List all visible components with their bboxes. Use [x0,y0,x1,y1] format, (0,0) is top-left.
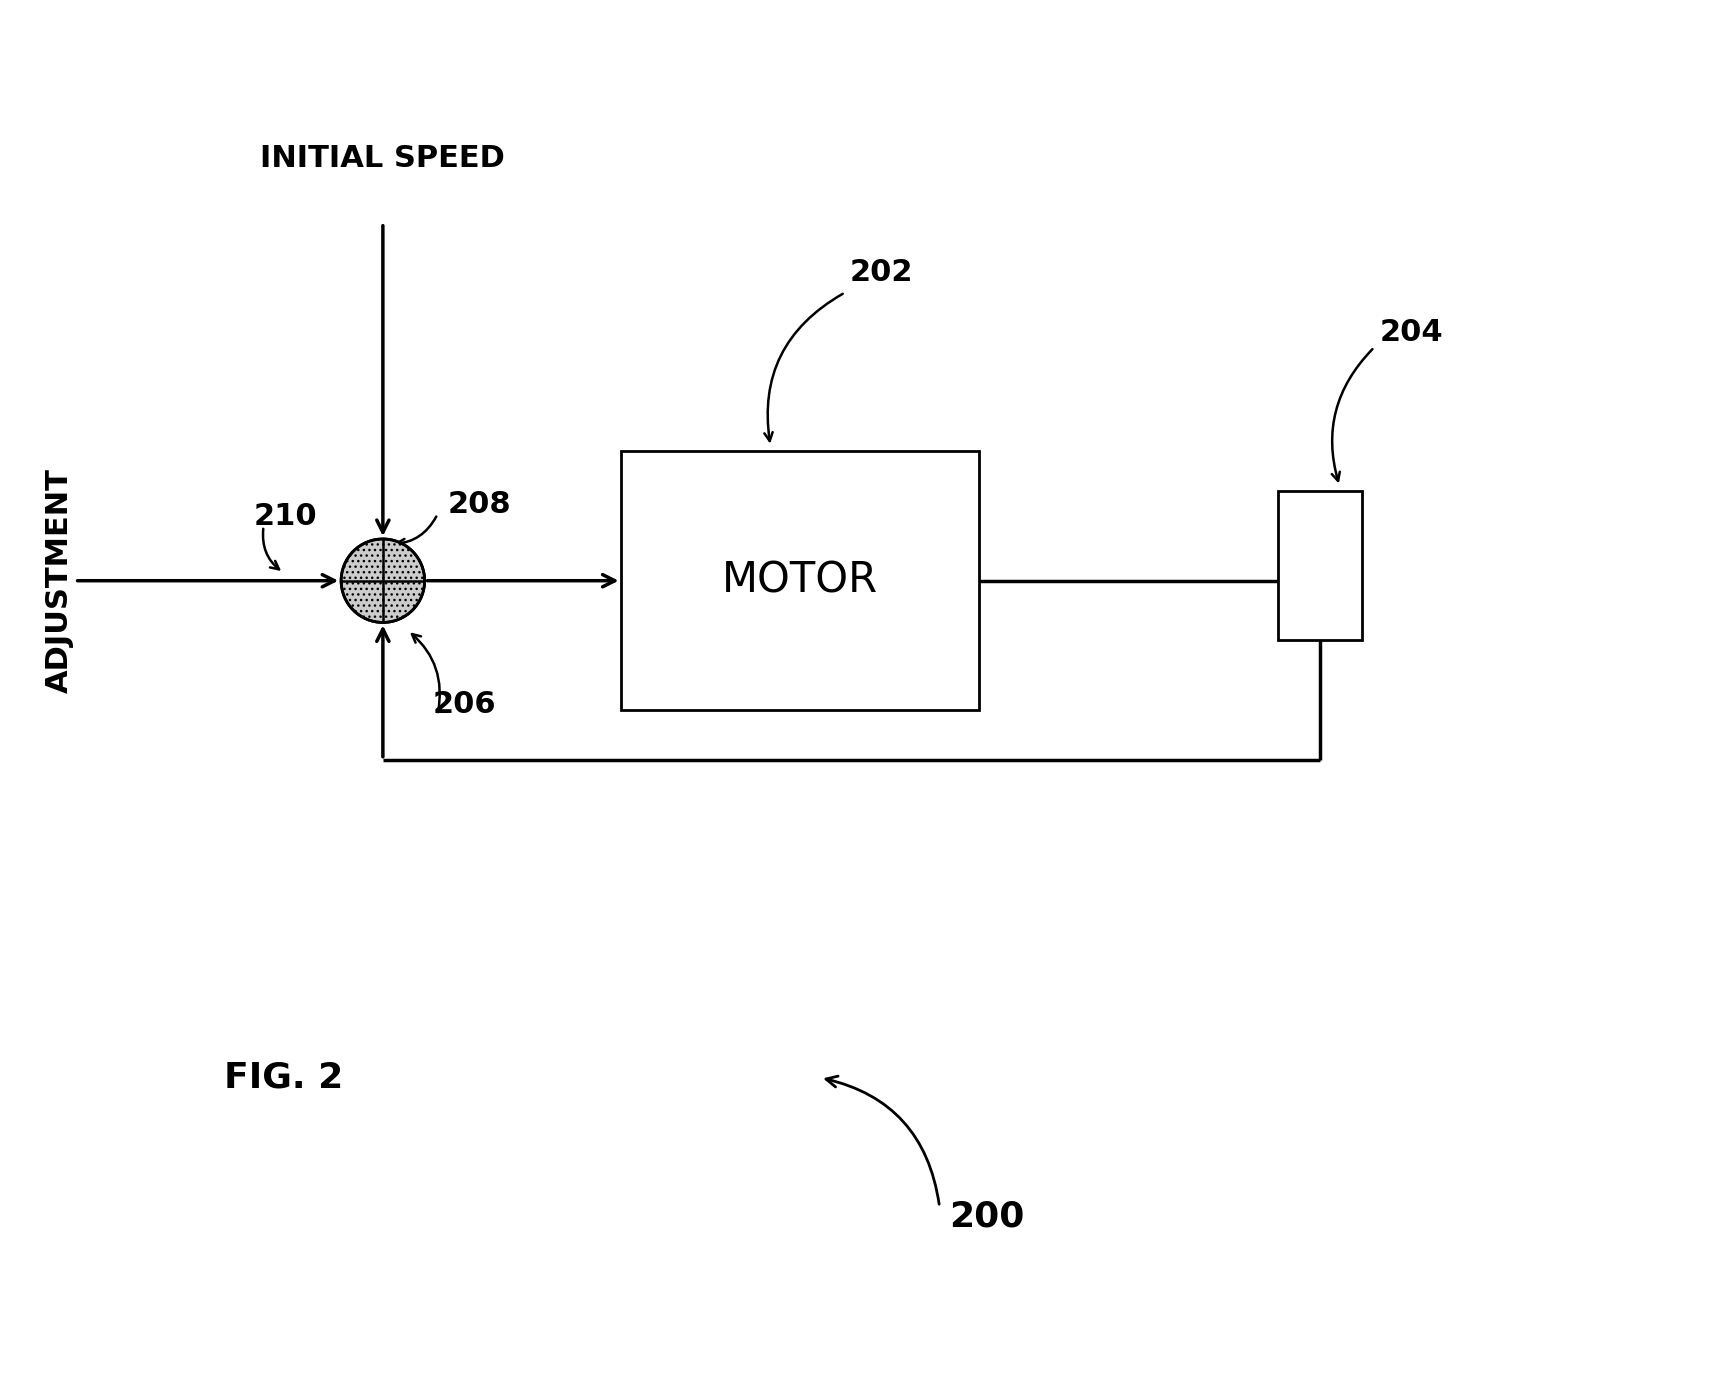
Text: INITIAL SPEED: INITIAL SPEED [261,144,505,172]
Text: 200: 200 [949,1200,1025,1234]
Text: ADJUSTMENT: ADJUSTMENT [45,469,74,693]
Bar [622,452,980,709]
Text: 208: 208 [448,490,511,519]
Text: 210: 210 [254,502,318,530]
Text: MOTOR: MOTOR [722,560,878,602]
Circle shape [340,539,425,623]
Text: 202: 202 [850,257,914,287]
Text: 204: 204 [1379,318,1443,347]
Bar [1277,491,1362,641]
Text: 206: 206 [432,691,496,719]
Text: FIG. 2: FIG. 2 [225,1060,344,1095]
